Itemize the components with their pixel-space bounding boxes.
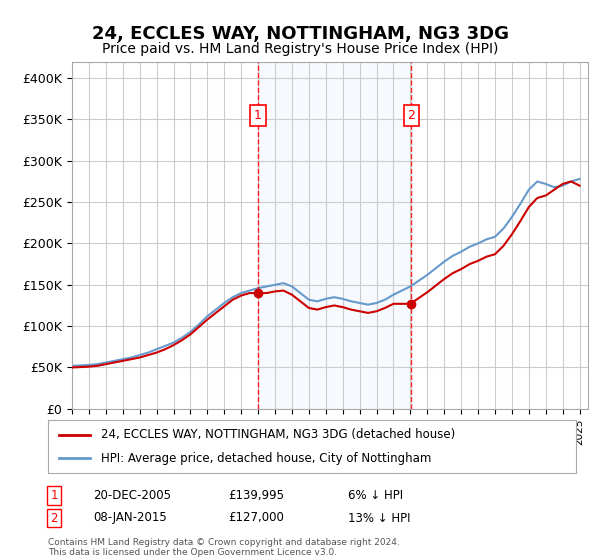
- Text: 13% ↓ HPI: 13% ↓ HPI: [348, 511, 410, 525]
- Text: 2: 2: [50, 511, 58, 525]
- Text: 24, ECCLES WAY, NOTTINGHAM, NG3 3DG: 24, ECCLES WAY, NOTTINGHAM, NG3 3DG: [91, 25, 509, 43]
- Text: 08-JAN-2015: 08-JAN-2015: [93, 511, 167, 525]
- Text: HPI: Average price, detached house, City of Nottingham: HPI: Average price, detached house, City…: [101, 452, 431, 465]
- Text: 6% ↓ HPI: 6% ↓ HPI: [348, 489, 403, 502]
- Bar: [258, 62, 411, 409]
- Text: Price paid vs. HM Land Registry's House Price Index (HPI): Price paid vs. HM Land Registry's House …: [102, 42, 498, 56]
- Text: £139,995: £139,995: [228, 489, 284, 502]
- Text: 1: 1: [254, 109, 262, 122]
- Text: Contains HM Land Registry data © Crown copyright and database right 2024.
This d: Contains HM Land Registry data © Crown c…: [48, 538, 400, 557]
- Text: 2: 2: [407, 109, 415, 122]
- Text: 1: 1: [50, 489, 58, 502]
- Text: 24, ECCLES WAY, NOTTINGHAM, NG3 3DG (detached house): 24, ECCLES WAY, NOTTINGHAM, NG3 3DG (det…: [101, 428, 455, 441]
- Text: 20-DEC-2005: 20-DEC-2005: [93, 489, 171, 502]
- Text: £127,000: £127,000: [228, 511, 284, 525]
